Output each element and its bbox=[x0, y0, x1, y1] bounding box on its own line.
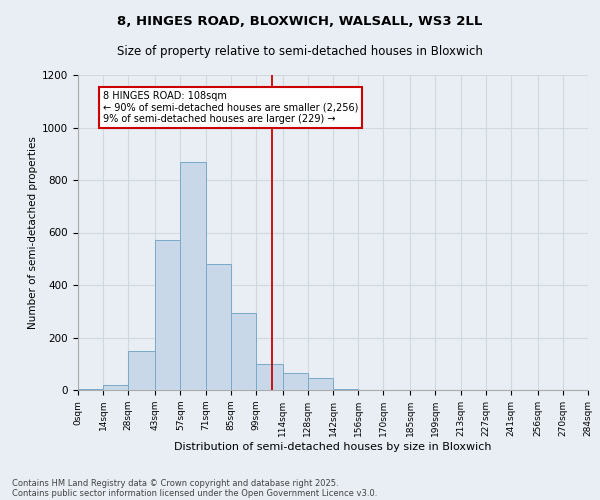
Bar bbox=[283, 373, 308, 390]
Bar bbox=[333, 388, 358, 390]
Bar bbox=[230, 312, 256, 390]
Bar bbox=[103, 385, 128, 390]
Bar bbox=[78, 388, 103, 390]
Text: 8 HINGES ROAD: 108sqm
← 90% of semi-detached houses are smaller (2,256)
9% of se: 8 HINGES ROAD: 108sqm ← 90% of semi-deta… bbox=[103, 91, 359, 124]
Bar bbox=[155, 240, 181, 390]
Bar bbox=[308, 378, 333, 390]
Bar bbox=[205, 264, 230, 390]
Text: Contains public sector information licensed under the Open Government Licence v3: Contains public sector information licen… bbox=[12, 488, 377, 498]
Text: Contains HM Land Registry data © Crown copyright and database right 2025.: Contains HM Land Registry data © Crown c… bbox=[12, 478, 338, 488]
Text: 8, HINGES ROAD, BLOXWICH, WALSALL, WS3 2LL: 8, HINGES ROAD, BLOXWICH, WALSALL, WS3 2… bbox=[118, 15, 482, 28]
Y-axis label: Number of semi-detached properties: Number of semi-detached properties bbox=[28, 136, 38, 329]
Text: Size of property relative to semi-detached houses in Bloxwich: Size of property relative to semi-detach… bbox=[117, 45, 483, 58]
Bar bbox=[128, 350, 155, 390]
Bar bbox=[256, 364, 283, 390]
Bar bbox=[181, 162, 205, 390]
X-axis label: Distribution of semi-detached houses by size in Bloxwich: Distribution of semi-detached houses by … bbox=[174, 442, 492, 452]
